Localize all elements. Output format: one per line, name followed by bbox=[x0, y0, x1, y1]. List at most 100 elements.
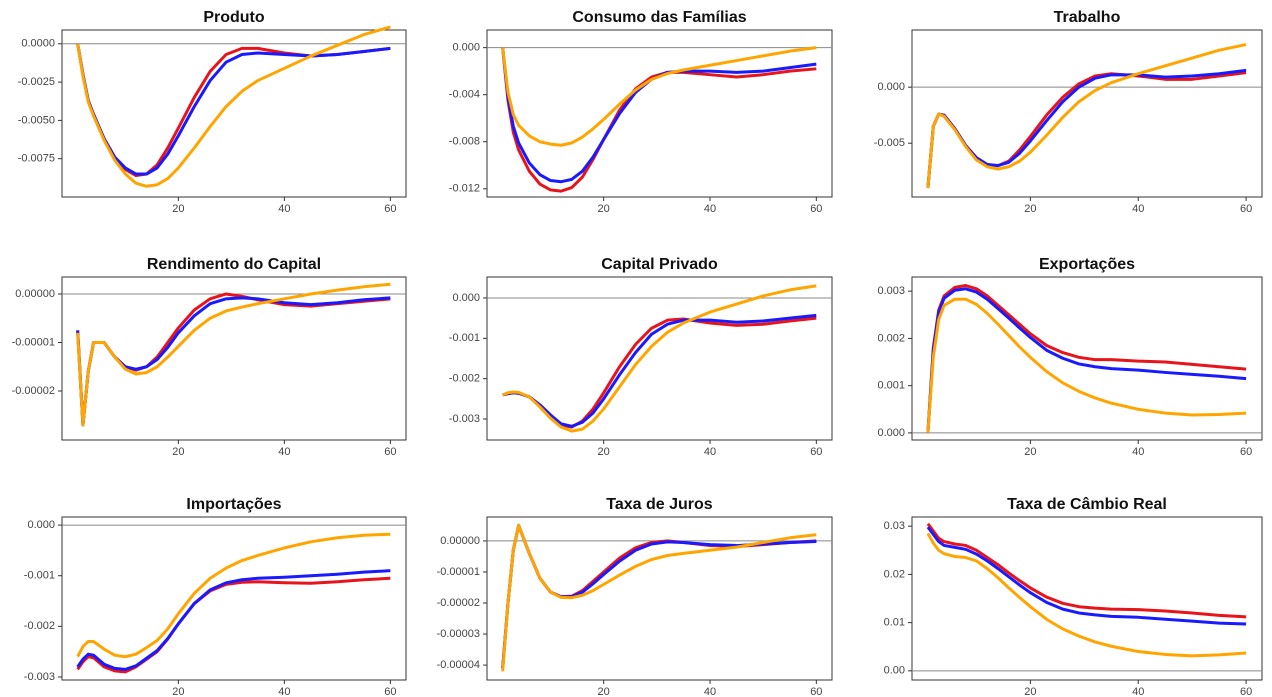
line-series bbox=[76, 282, 391, 427]
x-tick-label: 60 bbox=[810, 686, 822, 697]
line-series bbox=[501, 47, 817, 184]
plot-frame bbox=[911, 29, 1263, 198]
x-tick-label: 20 bbox=[172, 446, 184, 458]
y-tick-label: -0.003 bbox=[449, 413, 480, 425]
y-tick-label: -0.0050 bbox=[18, 114, 55, 126]
x-tick-label: 20 bbox=[172, 203, 184, 215]
panel-title: Capital Privado bbox=[601, 256, 718, 273]
plot-frame bbox=[61, 29, 407, 198]
y-tick-label: -0.012 bbox=[449, 183, 480, 195]
y-tick-label: 0.03 bbox=[884, 520, 905, 532]
line-series bbox=[76, 569, 391, 671]
line-series bbox=[502, 284, 817, 433]
y-tick-label: -0.00004 bbox=[437, 659, 480, 671]
panel: Capital Privado 0.000 -0.001 -0.002 -0.003 20… bbox=[449, 256, 833, 458]
y-tick-label: 0.000 bbox=[452, 292, 480, 304]
line-series bbox=[926, 532, 1247, 658]
y-tick-label: -0.005 bbox=[874, 137, 905, 149]
y-tick-label: -0.003 bbox=[24, 671, 55, 683]
x-tick-label: 60 bbox=[810, 446, 822, 458]
y-tick-label: -0.0025 bbox=[18, 76, 55, 88]
y-tick-label: -0.00001 bbox=[437, 566, 480, 578]
x-tick-label: 40 bbox=[278, 446, 290, 458]
line-series bbox=[926, 526, 1247, 626]
x-tick-label: 60 bbox=[384, 446, 396, 458]
panel-title: Trabalho bbox=[1054, 9, 1121, 26]
line-series bbox=[76, 532, 391, 659]
y-tick-label: -0.001 bbox=[24, 570, 55, 582]
y-tick-label: 0.02 bbox=[884, 568, 905, 580]
line-series bbox=[926, 43, 1247, 189]
plot-frame bbox=[486, 29, 833, 198]
y-tick-label: -0.004 bbox=[449, 89, 480, 101]
panel-title: Exportações bbox=[1039, 256, 1135, 273]
y-tick-label: 0.002 bbox=[877, 332, 905, 344]
x-tick-label: 20 bbox=[172, 686, 184, 697]
y-tick-label: 0.000 bbox=[877, 81, 905, 93]
panel: Exportações 0.000 0.001 0.002 0.003 20 40 60 bbox=[877, 256, 1263, 458]
x-tick-label: 60 bbox=[384, 686, 396, 697]
panel-title: Consumo das Famílias bbox=[572, 9, 746, 26]
panel-title: Taxa de Juros bbox=[606, 496, 713, 513]
y-tick-label: 0.0000 bbox=[21, 38, 55, 50]
panel: Produto 0.0000 -0.0025 -0.0050 -0.0075 20 40 60 bbox=[18, 9, 407, 215]
panel: Taxa de Câmbio Real 0.00 0.01 0.02 0.03 20 40 6… bbox=[884, 496, 1263, 697]
x-tick-label: 40 bbox=[1132, 446, 1144, 458]
x-tick-label: 60 bbox=[1240, 203, 1252, 215]
panel-title: Rendimento do Capital bbox=[147, 256, 321, 273]
panel: Consumo das Famílias 0.000 -0.004 -0.008 -0.… bbox=[449, 9, 833, 215]
y-tick-label: 0.000 bbox=[27, 519, 55, 531]
x-tick-label: 20 bbox=[598, 446, 610, 458]
panel: Rendimento do Capital 0.00000 -0.00001 -0.0… bbox=[12, 256, 407, 458]
y-tick-label: -0.0075 bbox=[18, 153, 55, 165]
line-series bbox=[926, 297, 1247, 434]
y-tick-label: 0.00000 bbox=[440, 535, 480, 547]
panel: Trabalho 0.000 -0.005 20 40 60 bbox=[874, 9, 1263, 215]
y-tick-label: -0.001 bbox=[449, 332, 480, 344]
y-tick-label: -0.002 bbox=[24, 620, 55, 632]
line-series bbox=[76, 25, 391, 188]
x-tick-label: 20 bbox=[598, 686, 610, 697]
y-tick-label: 0.000 bbox=[877, 427, 905, 439]
x-tick-label: 60 bbox=[810, 203, 822, 215]
x-tick-label: 40 bbox=[1132, 203, 1144, 215]
y-tick-label: 0.000 bbox=[452, 42, 480, 54]
y-tick-label: 0.01 bbox=[884, 617, 905, 629]
line-series bbox=[501, 523, 817, 672]
x-tick-label: 20 bbox=[1024, 203, 1036, 215]
line-series bbox=[501, 46, 817, 147]
line-series bbox=[926, 284, 1247, 434]
x-tick-label: 40 bbox=[1132, 686, 1144, 697]
line-series bbox=[926, 287, 1247, 434]
plot-frame bbox=[61, 516, 407, 681]
y-tick-label: -0.00002 bbox=[12, 385, 55, 397]
x-tick-label: 20 bbox=[1024, 686, 1036, 697]
plot-frame bbox=[911, 516, 1263, 681]
y-tick-label: -0.00002 bbox=[437, 597, 480, 609]
x-tick-label: 20 bbox=[598, 203, 610, 215]
x-tick-label: 60 bbox=[1240, 686, 1252, 697]
x-tick-label: 40 bbox=[704, 686, 716, 697]
y-tick-label: 0.003 bbox=[877, 285, 905, 297]
x-tick-label: 40 bbox=[278, 686, 290, 697]
x-tick-label: 40 bbox=[704, 446, 716, 458]
plot-frame bbox=[61, 276, 407, 441]
panel-title: Produto bbox=[203, 9, 265, 26]
y-tick-label: -0.00001 bbox=[12, 336, 55, 348]
y-tick-label: -0.008 bbox=[449, 136, 480, 148]
x-tick-label: 20 bbox=[1024, 446, 1036, 458]
y-tick-label: -0.002 bbox=[449, 373, 480, 385]
x-tick-label: 40 bbox=[278, 203, 290, 215]
y-tick-label: 0.001 bbox=[877, 380, 905, 392]
x-tick-label: 60 bbox=[384, 203, 396, 215]
x-tick-label: 40 bbox=[704, 203, 716, 215]
y-tick-label: 0.00 bbox=[884, 665, 905, 677]
panel: Importações 0.000 -0.001 -0.002 -0.003 20 40 60 bbox=[24, 496, 407, 697]
x-tick-label: 60 bbox=[1240, 446, 1252, 458]
y-tick-label: -0.00003 bbox=[437, 628, 480, 640]
plot-frame bbox=[486, 276, 833, 441]
panel: Taxa de Juros 0.00000 -0.00001 -0.00002 -0.0… bbox=[437, 496, 833, 697]
panel-title: Taxa de Câmbio Real bbox=[1007, 496, 1167, 513]
y-tick-label: 0.00000 bbox=[15, 288, 55, 300]
